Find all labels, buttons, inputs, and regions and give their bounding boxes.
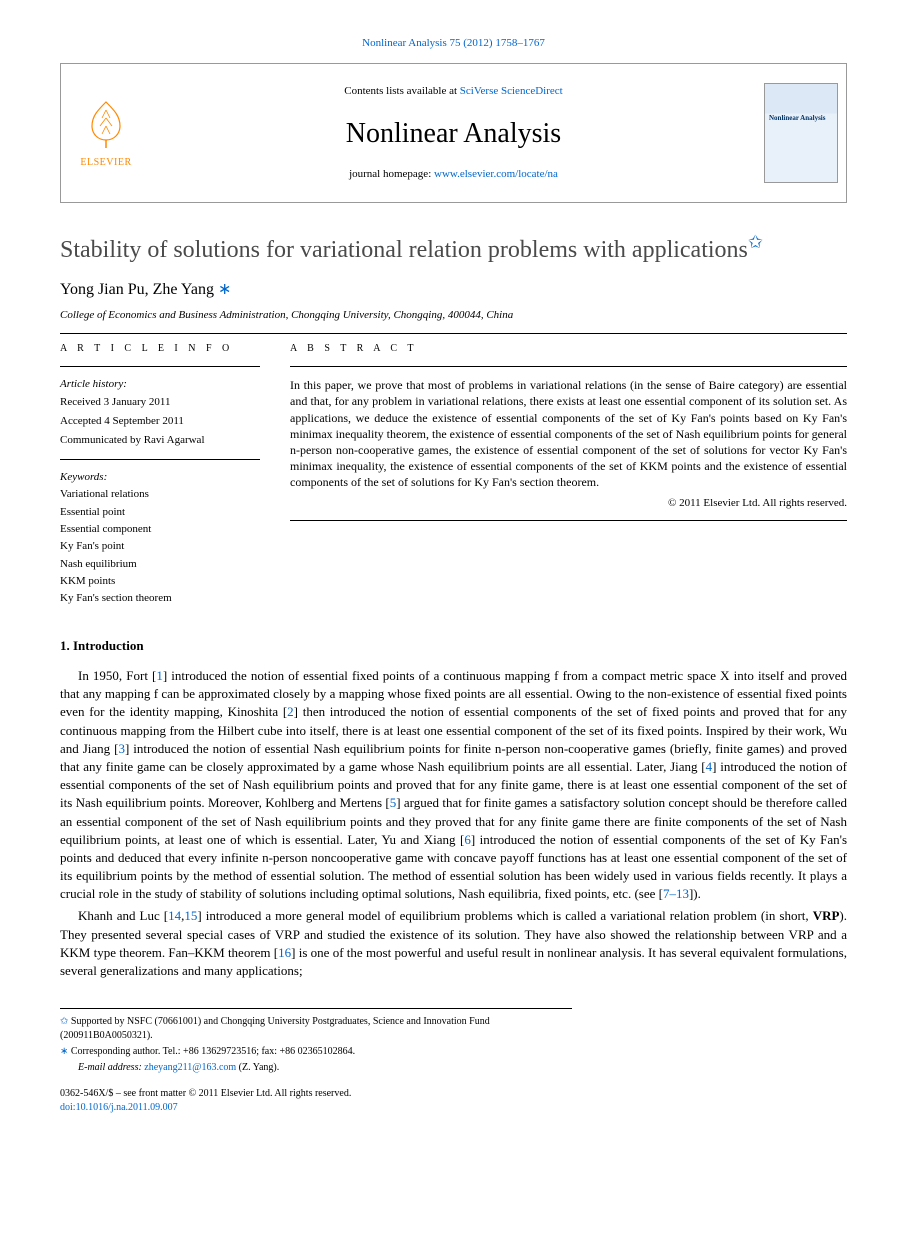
communicated-by: Communicated by Ravi Agarwal [60,433,260,448]
title-footnote-marker: ✩ [748,232,763,252]
elsevier-tree-icon [78,96,134,152]
title-text: Stability of solutions for variational r… [60,237,748,263]
footnote-corresponding: ∗ Corresponding author. Tel.: +86 136297… [60,1045,572,1059]
footnote-email: E-mail address: zheyang211@163.com (Z. Y… [60,1061,572,1075]
article-info-label: A R T I C L E I N F O [60,342,260,356]
abstract-rule [290,366,847,367]
email-suffix: (Z. Yang). [236,1062,279,1073]
ref-link[interactable]: 14 [168,908,181,923]
homepage-prefix: journal homepage: [349,168,434,180]
article-info-column: A R T I C L E I N F O Article history: R… [60,342,260,609]
authors: Yong Jian Pu, Zhe Yang ∗ [60,279,847,301]
received-date: Received 3 January 2011 [60,395,260,410]
info-abstract-row: A R T I C L E I N F O Article history: R… [60,342,847,609]
publisher-name: ELSEVIER [80,156,131,170]
text: In 1950, Fort [ [78,668,156,683]
text: Khanh and Luc [ [78,908,168,923]
cover-image [764,83,838,183]
abstract-column: A B S T R A C T In this paper, we prove … [290,342,847,609]
header-box: ELSEVIER Contents lists available at Sci… [60,63,847,203]
contents-prefix: Contents lists available at [344,85,459,97]
cover-thumbnail [756,64,846,202]
abstract-text: In this paper, we prove that most of pro… [290,377,847,490]
vrp-bold: VRP [813,908,840,923]
info-rule-1 [60,366,260,367]
header-center: Contents lists available at SciVerse Sci… [151,64,756,202]
affiliation: College of Economics and Business Admini… [60,308,847,323]
contents-available: Contents lists available at SciVerse Sci… [344,84,562,99]
keyword-list: Variational relations Essential point Es… [60,487,260,607]
funding-text: Supported by NSFC (70661001) and Chongqi… [60,1016,490,1041]
abstract-copyright: © 2011 Elsevier Ltd. All rights reserved… [290,496,847,511]
keyword: Essential component [60,522,260,537]
keyword: KKM points [60,574,260,589]
author-names: Yong Jian Pu, Zhe Yang [60,281,214,298]
doi-label[interactable]: doi: [60,1102,76,1113]
doi-link[interactable]: 10.1016/j.na.2011.09.007 [76,1102,178,1113]
email-label: E-mail address: [78,1062,144,1073]
keyword: Ky Fan's section theorem [60,591,260,606]
email-link[interactable]: zheyang211@163.com [144,1062,236,1073]
journal-title: Nonlinear Analysis [346,114,561,153]
section-heading-introduction: 1. Introduction [60,637,847,655]
ref-link[interactable]: 16 [278,945,291,960]
text: ] introduced a more general model of equ… [197,908,812,923]
accepted-date: Accepted 4 September 2011 [60,414,260,429]
footnotes: ✩ Supported by NSFC (70661001) and Chong… [60,1008,572,1075]
intro-paragraph-1: In 1950, Fort [1] introduced the notion … [60,667,847,903]
text: ]). [689,886,701,901]
keywords-heading: Keywords: [60,470,260,485]
doi-line: doi:10.1016/j.na.2011.09.007 [60,1101,847,1115]
journal-homepage: journal homepage: www.elsevier.com/locat… [349,167,558,182]
corr-text: Corresponding author. Tel.: +86 13629723… [68,1046,355,1057]
footnote-funding: ✩ Supported by NSFC (70661001) and Chong… [60,1015,572,1043]
journal-reference: Nonlinear Analysis 75 (2012) 1758–1767 [60,36,847,51]
homepage-link[interactable]: www.elsevier.com/locate/na [434,168,558,180]
rule-top [60,333,847,334]
ref-link[interactable]: 7–13 [663,886,689,901]
keyword: Ky Fan's point [60,539,260,554]
footer: 0362-546X/$ – see front matter © 2011 El… [60,1087,847,1114]
front-matter-line: 0362-546X/$ – see front matter © 2011 El… [60,1087,847,1101]
publisher-logo: ELSEVIER [61,64,151,202]
intro-paragraph-2: Khanh and Luc [14,15] introduced a more … [60,907,847,980]
ref-link[interactable]: 15 [184,908,197,923]
abstract-rule-bottom [290,520,847,521]
keyword: Variational relations [60,487,260,502]
history-heading: Article history: [60,377,260,392]
sciencedirect-link[interactable]: SciVerse ScienceDirect [460,85,563,97]
keyword: Nash equilibrium [60,557,260,572]
abstract-label: A B S T R A C T [290,342,847,356]
article-title: Stability of solutions for variational r… [60,231,847,265]
journal-ref-link[interactable]: Nonlinear Analysis 75 (2012) 1758–1767 [362,37,545,49]
info-rule-2 [60,459,260,460]
corresponding-marker: ∗ [218,281,231,298]
keyword: Essential point [60,505,260,520]
